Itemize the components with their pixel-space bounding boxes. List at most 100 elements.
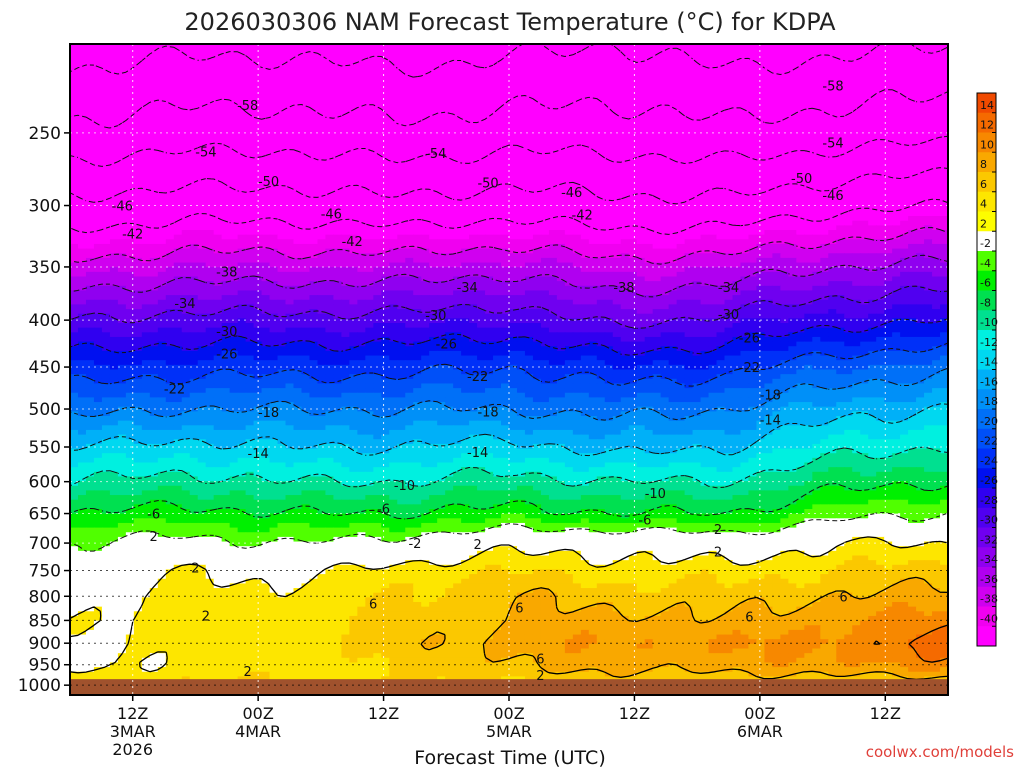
temperature-cell (325, 113, 334, 119)
temperature-cell (285, 253, 295, 259)
temperature-cell (516, 178, 526, 185)
temperature-cell (812, 76, 821, 82)
temperature-cell (405, 211, 414, 217)
temperature-cell (421, 239, 430, 245)
temperature-cell (740, 216, 750, 222)
temperature-cell (756, 206, 766, 212)
temperature-cell (389, 183, 398, 189)
temperature-cell (493, 118, 502, 124)
temperature-cell (429, 174, 438, 180)
temperature-cell (285, 155, 295, 161)
temperature-cell (884, 104, 893, 110)
temperature-cell (628, 155, 638, 161)
temperature-cell (237, 104, 247, 110)
temperature-cell (413, 169, 422, 175)
temperature-cell (405, 113, 414, 119)
temperature-cell (197, 202, 207, 208)
temperature-cell (181, 109, 191, 115)
temperature-cell (365, 160, 374, 166)
temperature-cell (485, 85, 494, 92)
temperature-cell (117, 67, 127, 73)
temperature-cell (876, 81, 885, 87)
temperature-cell (588, 137, 598, 143)
temperature-cell (756, 127, 766, 133)
temperature-cell (804, 146, 813, 152)
temperature-cell (620, 206, 630, 212)
temperature-cell (724, 95, 734, 101)
temperature-cell (660, 90, 670, 96)
temperature-cell (812, 90, 821, 96)
temperature-cell (556, 216, 566, 222)
temperature-cell (285, 48, 295, 54)
temperature-cell (828, 67, 837, 73)
temperature-cell (876, 239, 885, 245)
temperature-cell (684, 113, 694, 119)
temperature-cell (548, 109, 558, 115)
temperature-cell (237, 123, 247, 129)
temperature-cell (149, 164, 159, 171)
temperature-cell (189, 169, 199, 175)
temperature-cell (309, 150, 319, 157)
temperature-cell (532, 123, 542, 129)
temperature-cell (349, 164, 358, 171)
temperature-cell (868, 192, 877, 199)
temperature-cell (636, 99, 646, 106)
temperature-cell (205, 76, 215, 82)
temperature-cell (524, 67, 534, 73)
temperature-cell (700, 164, 710, 171)
temperature-cell (245, 202, 255, 208)
temperature-cell (908, 95, 917, 101)
temperature-cell (644, 160, 654, 166)
temperature-cell (317, 71, 327, 78)
temperature-cell (588, 160, 598, 166)
temperature-cell (397, 188, 406, 194)
temperature-cell (900, 230, 909, 236)
temperature-cell (477, 127, 486, 133)
temperature-cell (556, 76, 566, 82)
temperature-cell (205, 48, 215, 54)
temperature-cell (77, 178, 87, 185)
temperature-cell (740, 206, 750, 212)
temperature-cell (93, 71, 103, 78)
temperature-cell (652, 216, 662, 222)
temperature-cell (612, 99, 622, 106)
temperature-cell (924, 132, 933, 138)
temperature-cell (804, 62, 813, 68)
temperature-cell (493, 137, 502, 143)
temperature-cell (884, 243, 893, 250)
temperature-cell (189, 216, 199, 222)
temperature-cell (852, 160, 861, 166)
temperature-cell (620, 76, 630, 82)
temperature-cell (700, 211, 710, 217)
temperature-cell (237, 192, 247, 199)
temperature-cell (325, 169, 334, 175)
temperature-cell (572, 197, 582, 203)
temperature-cell (165, 85, 175, 92)
temperature-cell (708, 178, 718, 185)
temperature-cell (628, 53, 638, 59)
temperature-cell (269, 243, 279, 250)
temperature-cell (892, 90, 901, 96)
temperature-cell (293, 95, 303, 101)
temperature-cell (580, 137, 590, 143)
temperature-cell (548, 225, 558, 231)
temperature-cell (173, 85, 183, 92)
temperature-cell (572, 243, 582, 250)
temperature-cell (397, 113, 406, 119)
temperature-cell (668, 197, 678, 203)
temperature-cell (612, 160, 622, 166)
temperature-cell (413, 71, 422, 78)
temperature-cell (756, 197, 766, 203)
temperature-cell (197, 118, 207, 124)
temperature-cell (756, 230, 766, 236)
temperature-cell (381, 81, 390, 87)
temperature-cell (181, 178, 191, 185)
temperature-cell (740, 197, 750, 203)
temperature-cell (317, 137, 327, 143)
temperature-cell (756, 225, 766, 231)
temperature-cell (133, 239, 143, 245)
temperature-cell (612, 118, 622, 124)
temperature-cell (700, 48, 710, 54)
temperature-cell (516, 234, 526, 240)
temperature-cell (325, 71, 334, 78)
